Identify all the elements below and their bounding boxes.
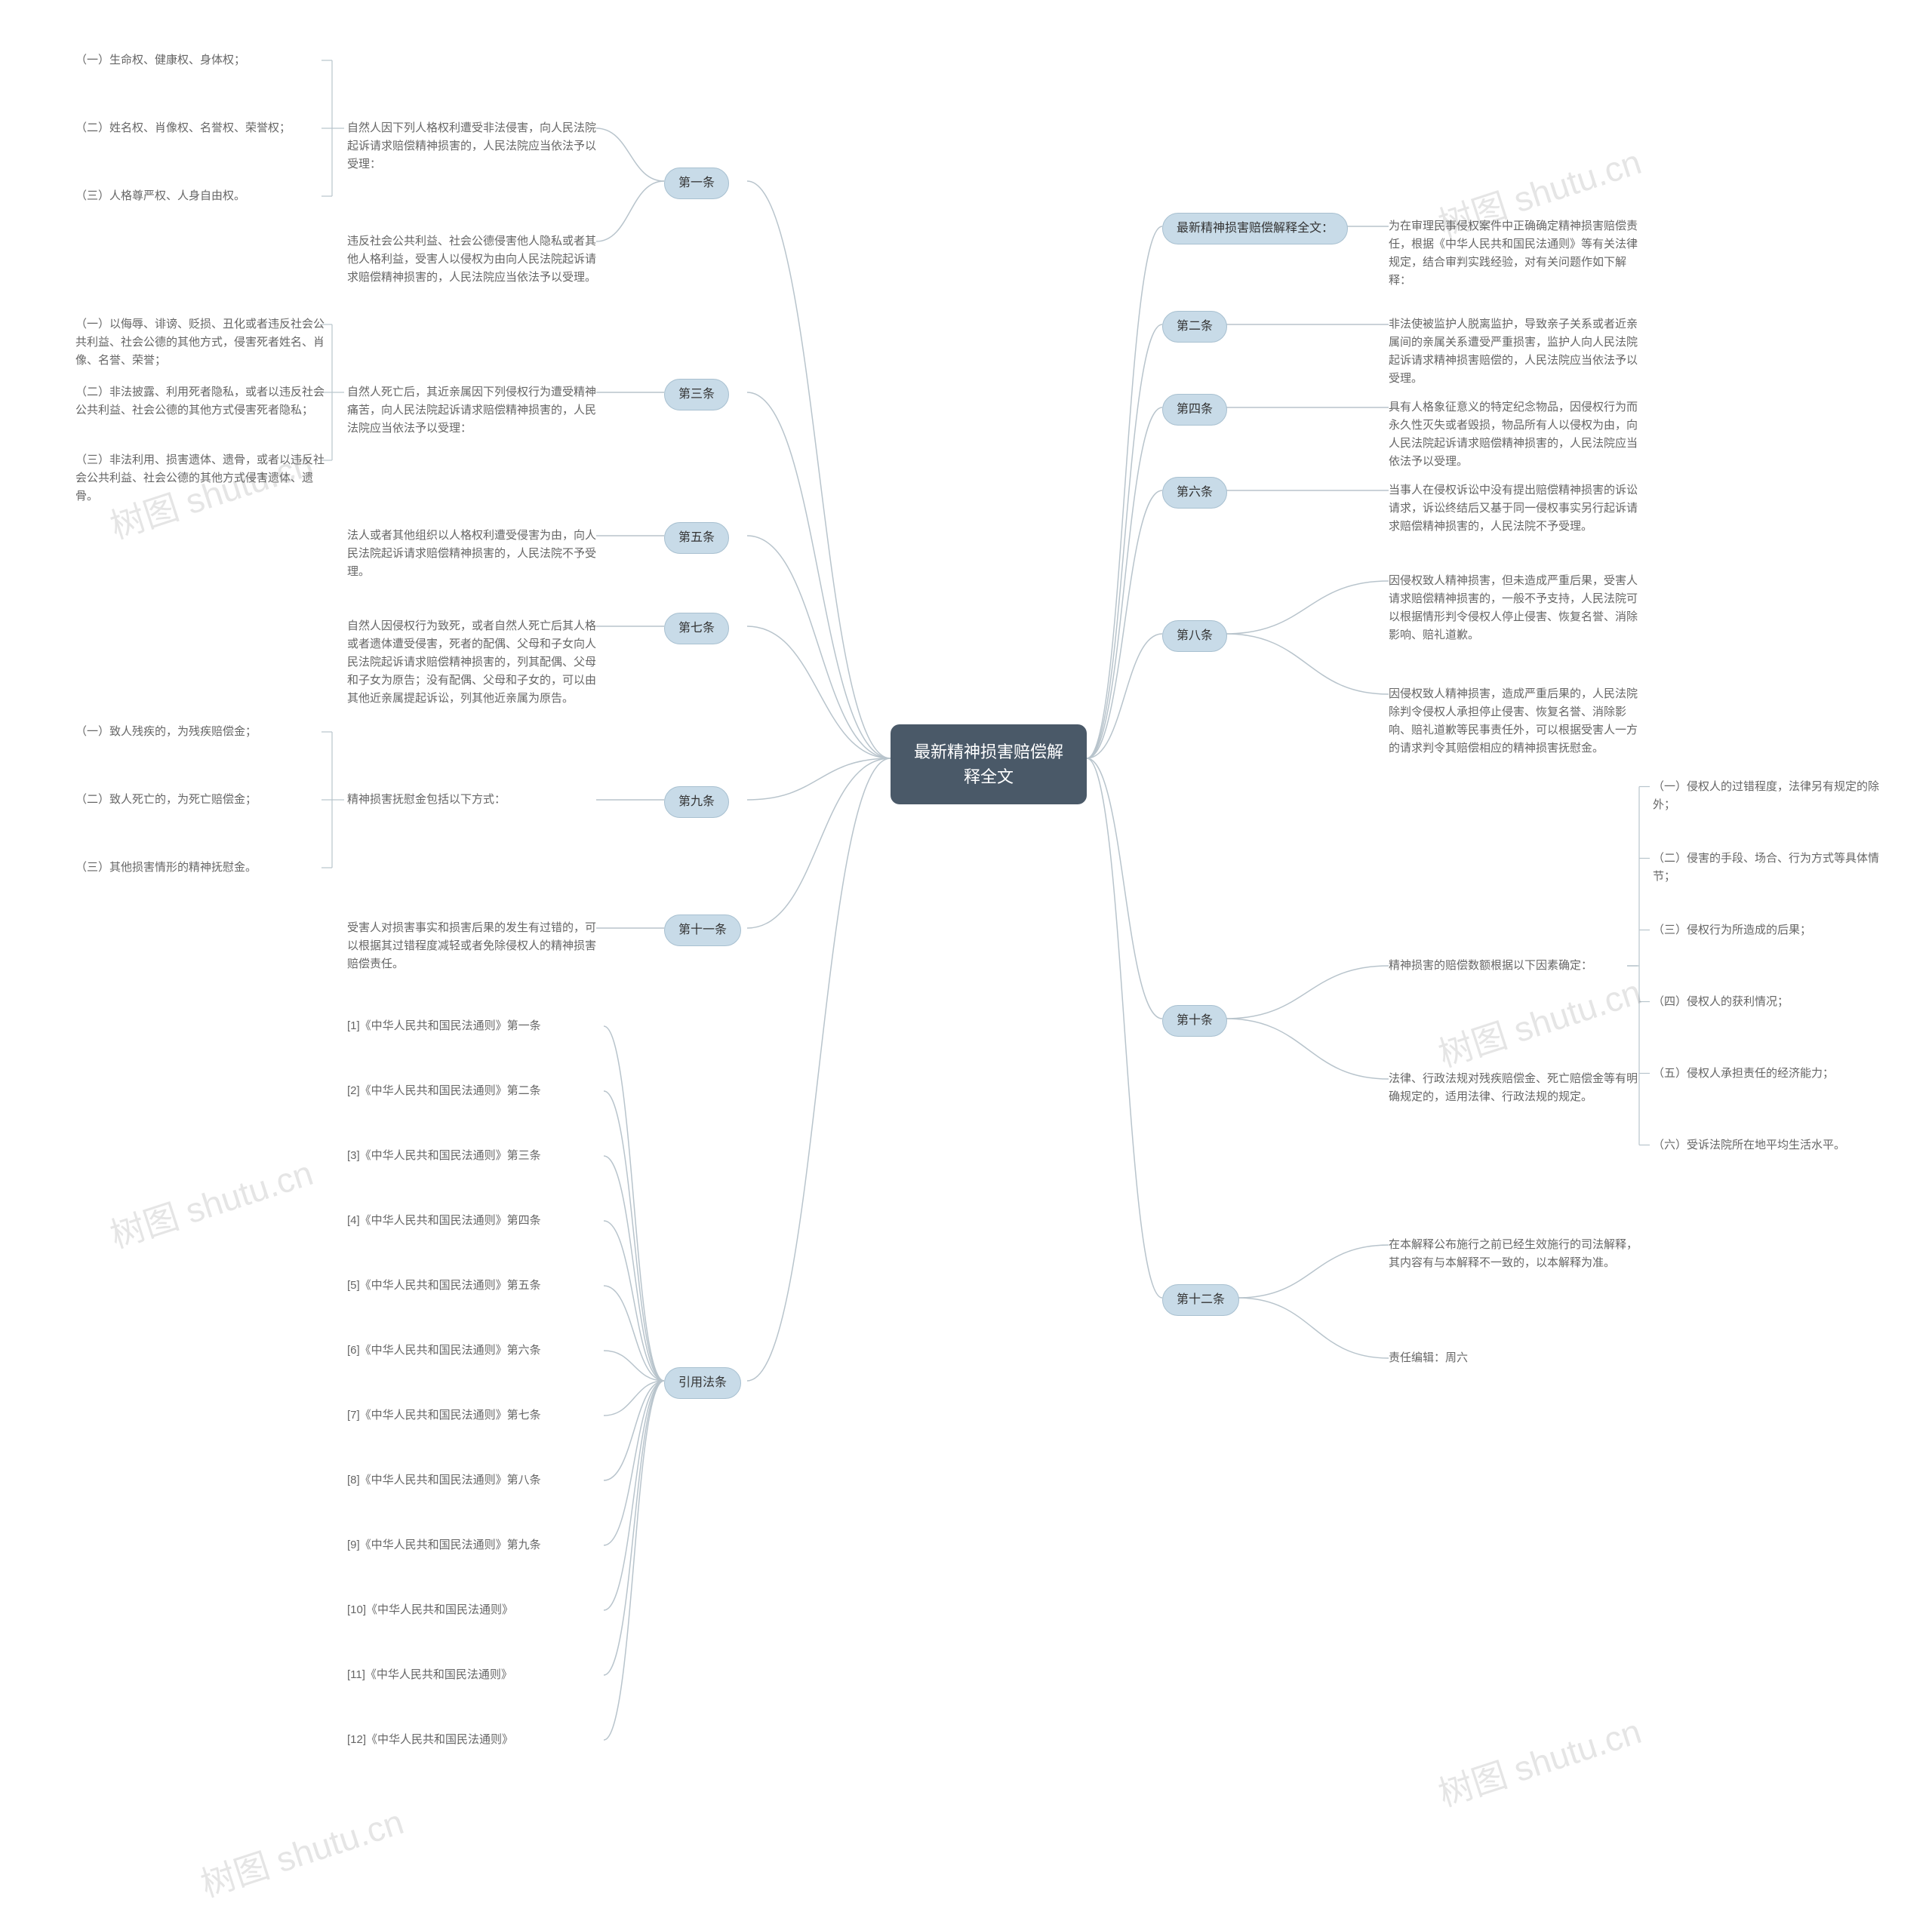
center-node: 最新精神损害赔偿解释全文 [891,724,1087,804]
watermark: 树图 shutu.cn [103,1146,318,1259]
branch-left-2: 第五条 [664,522,729,554]
leaf-left-6-3: [4]《中华人民共和国民法通则》第四条 [347,1212,541,1230]
leaf-left-6-1: [2]《中华人民共和国民法通则》第二条 [347,1082,541,1100]
branch-left-4: 第九条 [664,786,729,818]
leaf-left-6-11: [12]《中华人民共和国民法通则》 [347,1731,513,1749]
leaf-right-3-0: 当事人在侵权诉讼中没有提出赔偿精神损害的诉讼请求，诉讼终结后又基于同一侵权事实另… [1389,481,1638,536]
leaf-left-6-0: [1]《中华人民共和国民法通则》第一条 [347,1017,541,1035]
branch-left-6: 引用法条 [664,1367,741,1399]
sub-left-1-0-0: （一）以侮辱、诽谤、贬损、丑化或者违反社会公共利益、社会公德的其他方式，侵害死者… [75,315,325,370]
sub-left-4-0-1: （二）致人死亡的，为死亡赔偿金； [75,791,257,809]
branch-left-1: 第三条 [664,379,729,410]
leaf-right-2-0: 具有人格象征意义的特定纪念物品，因侵权行为而永久性灭失或者毁损，物品所有人以侵权… [1389,398,1638,471]
leaf-left-6-4: [5]《中华人民共和国民法通则》第五条 [347,1277,541,1295]
sub-right-5-0-3: （四）侵权人的获利情况； [1653,993,1789,1011]
watermark: 树图 shutu.cn [1432,1705,1647,1817]
sub-left-1-0-1: （二）非法披露、利用死者隐私，或者以违反社会公共利益、社会公德的其他方式侵害死者… [75,383,325,420]
sub-right-5-0-1: （二）侵害的手段、场合、行为方式等具体情节； [1653,850,1894,886]
leaf-right-6-1: 责任编辑：周六 [1389,1349,1468,1367]
branch-right-2: 第四条 [1162,394,1227,426]
leaf-right-4-0: 因侵权致人精神损害，但未造成严重后果，受害人请求赔偿精神损害的，一般不予支持，人… [1389,572,1638,644]
branch-right-4: 第八条 [1162,620,1227,652]
sub-left-0-0-2: （三）人格尊严权、人身自由权。 [75,187,245,205]
leaf-left-6-5: [6]《中华人民共和国民法通则》第六条 [347,1342,541,1360]
leaf-right-4-1: 因侵权致人精神损害，造成严重后果的，人民法院除判令侵权人承担停止侵害、恢复名誉、… [1389,685,1638,758]
branch-left-5: 第十一条 [664,915,741,946]
sub-left-0-0-0: （一）生命权、健康权、身体权； [75,51,245,69]
watermark: 树图 shutu.cn [194,1795,409,1907]
watermark: 树图 shutu.cn [1432,965,1647,1077]
leaf-right-5-1: 法律、行政法规对残疾赔偿金、死亡赔偿金等有明确规定的，适用法律、行政法规的规定。 [1389,1070,1638,1106]
sub-left-1-0-2: （三）非法利用、损害遗体、遗骨，或者以违反社会公共利益、社会公德的其他方式侵害遗… [75,451,325,506]
sub-left-0-0-1: （二）姓名权、肖像权、名誉权、荣誉权； [75,119,291,137]
leaf-left-0-0: 自然人因下列人格权利遭受非法侵害，向人民法院起诉请求赔偿精神损害的，人民法院应当… [347,119,596,174]
branch-right-0: 最新精神损害赔偿解释全文： [1162,213,1348,244]
branch-right-5: 第十条 [1162,1005,1227,1037]
branch-right-3: 第六条 [1162,477,1227,509]
leaf-right-6-0: 在本解释公布施行之前已经生效施行的司法解释，其内容有与本解释不一致的，以本解释为… [1389,1236,1638,1272]
sub-left-4-0-2: （三）其他损害情形的精神抚慰金。 [75,859,257,877]
sub-right-5-0-2: （三）侵权行为所造成的后果； [1653,921,1811,939]
leaf-left-0-1: 违反社会公共利益、社会公德侵害他人隐私或者其他人格利益，受害人以侵权为由向人民法… [347,232,596,287]
leaf-left-6-6: [7]《中华人民共和国民法通则》第七条 [347,1406,541,1425]
leaf-left-6-9: [10]《中华人民共和国民法通则》 [347,1601,513,1619]
leaf-right-1-0: 非法使被监护人脱离监护，导致亲子关系或者近亲属间的亲属关系遭受严重损害，监护人向… [1389,315,1638,388]
branch-right-1: 第二条 [1162,311,1227,343]
branch-left-0: 第一条 [664,168,729,199]
branch-left-3: 第七条 [664,613,729,644]
sub-right-5-0-5: （六）受诉法院所在地平均生活水平。 [1653,1136,1845,1154]
leaf-left-6-8: [9]《中华人民共和国民法通则》第九条 [347,1536,541,1554]
leaf-right-5-0: 精神损害的赔偿数额根据以下因素确定： [1389,957,1592,975]
leaf-left-2-0: 法人或者其他组织以人格权利遭受侵害为由，向人民法院起诉请求赔偿精神损害的，人民法… [347,527,596,581]
branch-right-6: 第十二条 [1162,1284,1239,1316]
leaf-left-6-7: [8]《中华人民共和国民法通则》第八条 [347,1471,541,1489]
sub-right-5-0-4: （五）侵权人承担责任的经济能力； [1653,1065,1834,1083]
leaf-right-0-0: 为在审理民事侵权案件中正确确定精神损害赔偿责任，根据《中华人民共和国民法通则》等… [1389,217,1638,290]
sub-left-4-0-0: （一）致人残疾的，为残疾赔偿金； [75,723,257,741]
leaf-left-1-0: 自然人死亡后，其近亲属因下列侵权行为遭受精神痛苦，向人民法院起诉请求赔偿精神损害… [347,383,596,438]
leaf-left-5-0: 受害人对损害事实和损害后果的发生有过错的，可以根据其过错程度减轻或者免除侵权人的… [347,919,596,973]
leaf-left-4-0: 精神损害抚慰金包括以下方式： [347,791,506,809]
leaf-left-6-10: [11]《中华人民共和国民法通则》 [347,1666,512,1684]
sub-right-5-0-0: （一）侵权人的过错程度，法律另有规定的除外； [1653,778,1894,814]
leaf-left-6-2: [3]《中华人民共和国民法通则》第三条 [347,1147,541,1165]
leaf-left-3-0: 自然人因侵权行为致死，或者自然人死亡后其人格或者遗体遭受侵害，死者的配偶、父母和… [347,617,596,708]
